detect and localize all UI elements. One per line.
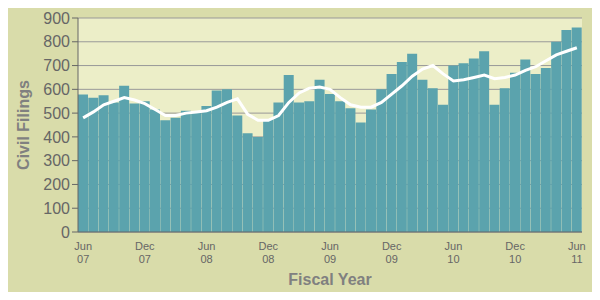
svg-text:Dec10: Dec10: [505, 240, 525, 265]
svg-text:100: 100: [43, 200, 70, 217]
svg-text:200: 200: [43, 176, 70, 193]
svg-text:300: 300: [43, 152, 70, 169]
svg-text:Dec09: Dec09: [382, 240, 402, 265]
svg-text:Dec07: Dec07: [135, 240, 155, 265]
svg-text:Dec08: Dec08: [259, 240, 279, 265]
svg-text:400: 400: [43, 129, 70, 146]
svg-text:Civil Filings: Civil Filings: [15, 80, 32, 170]
svg-text:Jun09: Jun09: [321, 240, 339, 265]
svg-text:900: 900: [43, 10, 70, 27]
svg-text:0: 0: [61, 224, 70, 241]
svg-text:Jun10: Jun10: [445, 240, 463, 265]
svg-text:600: 600: [43, 81, 70, 98]
svg-text:500: 500: [43, 105, 70, 122]
svg-text:Jun11: Jun11: [568, 240, 586, 265]
svg-text:700: 700: [43, 57, 70, 74]
svg-text:Jun07: Jun07: [74, 240, 92, 265]
svg-text:Fiscal Year: Fiscal Year: [288, 271, 371, 288]
svg-text:800: 800: [43, 33, 70, 50]
svg-text:Jun08: Jun08: [198, 240, 216, 265]
